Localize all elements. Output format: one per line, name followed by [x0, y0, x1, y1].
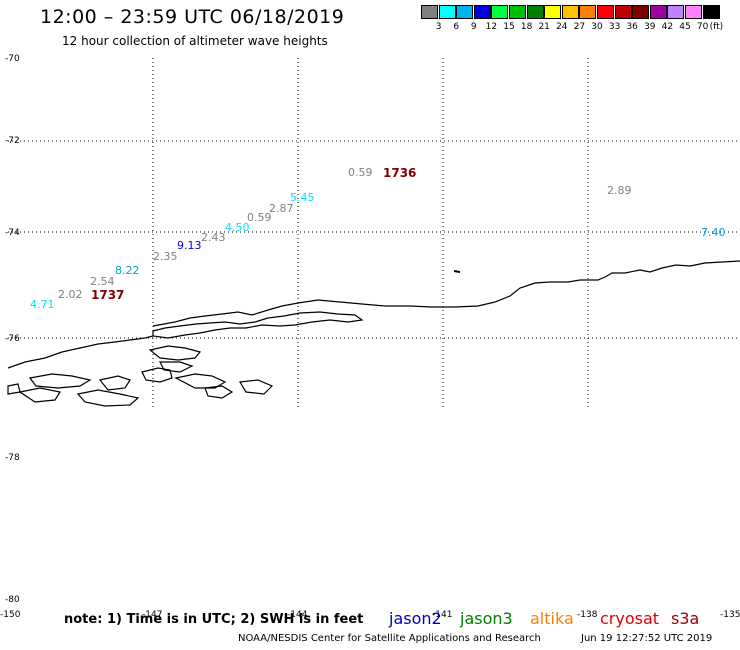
legend-label: 18 [520, 22, 533, 32]
coastline [7, 260, 740, 407]
legend-swatch [667, 5, 685, 19]
time-label: 1736 [383, 166, 416, 180]
legend-label: 15 [503, 22, 515, 32]
footer-note: note: 1) Time is in UTC; 2) SWH is in fe… [64, 612, 364, 627]
wave-height-label: 2.89 [607, 184, 632, 197]
coast-inner [152, 311, 364, 339]
wave-height-label: 2.54 [90, 275, 115, 288]
legend-swatch [685, 5, 702, 19]
wave-height-label: 0.59 [348, 166, 373, 179]
wave-height-label: 9.13 [177, 239, 202, 252]
legend-label: 45 [679, 22, 691, 32]
satellite-altika: altika [530, 609, 574, 628]
ice-shelf-edge [152, 260, 740, 327]
wave-height-readings: 0.59 5.45 2.87 0.59 4.50 2.43 9.13 2.35 … [30, 166, 726, 311]
generated-timestamp: Jun 19 12:27:52 UTC 2019 [581, 633, 713, 644]
legend-label: 39 [644, 22, 656, 32]
island-6 [18, 387, 61, 403]
legend-label: 12 [485, 22, 498, 32]
lon-label: -150 [0, 610, 21, 620]
color-legend: 3 6 9 12 15 18 21 24 27 30 33 36 39 42 45 70 (ft) [421, 5, 733, 35]
wave-height-label: 4.71 [30, 298, 55, 311]
satellite-jason3: jason3 [460, 609, 513, 628]
legend-swatch [544, 5, 562, 19]
legend-swatch [456, 5, 474, 19]
lat-label: -72 [5, 136, 20, 146]
legend-swatch [579, 5, 597, 19]
satellite-cryosat: cryosat [600, 609, 660, 628]
island-7 [76, 389, 140, 407]
wave-height-label: 7.40 [701, 226, 726, 239]
legend-label: 27 [573, 22, 586, 32]
credit-line: NOAA/NESDIS Center for Satellite Applica… [238, 633, 541, 644]
lat-label: -76 [5, 334, 20, 344]
satellite-s3a: s3a [671, 609, 700, 628]
wave-height-label: 2.35 [153, 250, 178, 263]
legend-label: 9 [470, 22, 477, 32]
lat-label: -78 [5, 453, 20, 463]
island-4 [28, 373, 92, 389]
latitude-axis: -70 -72 -74 -76 -78 -80 [5, 54, 20, 605]
legend-swatch [632, 5, 650, 19]
island-9 [239, 379, 274, 395]
wave-height-label: 2.02 [58, 288, 83, 301]
lat-label: -74 [5, 228, 20, 238]
wave-height-label: 2.87 [269, 202, 294, 215]
legend-swatch [509, 5, 526, 19]
island-12 [453, 270, 461, 273]
legend-swatch [438, 5, 456, 19]
legend-swatch [614, 5, 632, 19]
legend-swatch [649, 5, 667, 19]
wave-height-label: 2.43 [201, 231, 226, 244]
lon-label: -144 [287, 610, 308, 620]
wave-height-label: 4.50 [225, 221, 250, 234]
legend-swatch [702, 5, 720, 19]
wave-height-label: 8.22 [115, 264, 140, 277]
legend-swatch [526, 5, 544, 19]
lon-label: -141 [432, 610, 452, 620]
lon-label: -138 [577, 610, 598, 620]
island-3 [174, 373, 227, 389]
lat-label: -80 [5, 595, 20, 605]
legend-label: 36 [626, 22, 638, 32]
legend-unit: (ft) [709, 22, 724, 32]
legend-label: 6 [453, 22, 460, 32]
legend-label: 70 [696, 22, 709, 32]
legend-swatch [473, 5, 491, 19]
map-subtitle: 12 hour collection of altimeter wave hei… [62, 34, 328, 48]
legend-label: 3 [435, 22, 442, 32]
coast-west [7, 335, 154, 369]
time-label: 1737 [91, 288, 124, 302]
wave-height-label: 0.59 [247, 211, 272, 224]
satellite-jason2: jason2 [389, 609, 442, 628]
longitude-axis: -150 -147 -144 -141 -138 -135 [0, 610, 740, 620]
lon-label: -147 [142, 610, 162, 620]
island-5 [98, 375, 131, 391]
legend-label: 24 [556, 22, 568, 32]
wave-height-label: 5.45 [290, 191, 315, 204]
island-1 [148, 345, 202, 361]
lat-label: -70 [5, 54, 20, 64]
island-2 [141, 367, 173, 383]
legend-swatch [491, 5, 509, 19]
legend-label: 33 [608, 22, 621, 32]
legend-swatch [421, 5, 438, 19]
graticule [8, 58, 740, 407]
lon-label: -135 [720, 610, 740, 620]
legend-swatch [561, 5, 579, 19]
island-10 [7, 383, 21, 395]
island-11 [159, 361, 194, 373]
map-title: 12:00 – 23:59 UTC 06/18/2019 [40, 6, 345, 28]
legend-label: 21 [538, 22, 550, 32]
legend-label: 42 [661, 22, 674, 32]
legend-swatch [597, 5, 614, 19]
island-8 [204, 385, 234, 399]
legend-label: 30 [591, 22, 603, 32]
